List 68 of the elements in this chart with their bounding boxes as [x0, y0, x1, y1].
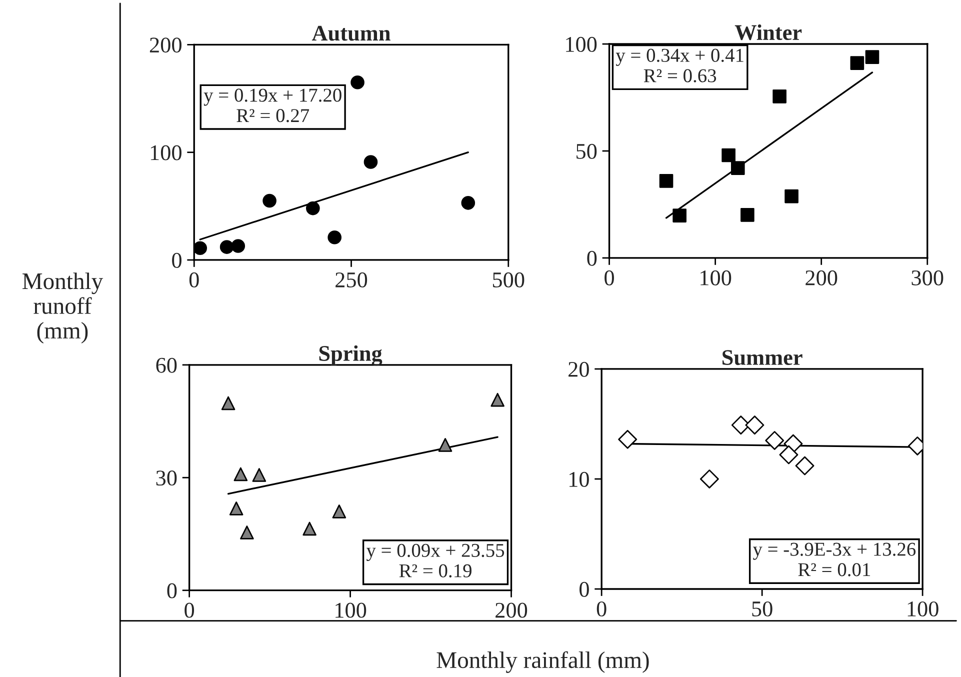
x-tick-label: 0 [604, 270, 614, 286]
point [220, 240, 234, 254]
point [784, 189, 798, 204]
point [252, 468, 266, 482]
point [231, 239, 246, 253]
annotation: y = 0.09x + 23.55 R² = 0.19 [366, 544, 504, 578]
point [659, 174, 674, 188]
chart-title: Spring [319, 345, 382, 366]
chart-title: Winter [734, 24, 802, 40]
y-tick-label: 0 [587, 250, 597, 266]
point [328, 230, 342, 244]
y-tick-label: 60 [156, 358, 177, 373]
point [730, 161, 745, 175]
x-tick-label: 0 [184, 602, 194, 618]
y-tick-label: 0 [167, 583, 177, 598]
point [350, 75, 364, 90]
annotation: y = 0.19x + 17.20 R² = 0.27 [204, 88, 342, 122]
x-tick-label: 100 [336, 602, 366, 618]
point [672, 208, 686, 222]
point [850, 56, 864, 70]
x-tick-label: 200 [806, 270, 838, 286]
point [745, 416, 764, 435]
x-tick-label: 100 [700, 270, 732, 286]
x-tick-label: 200 [496, 602, 528, 618]
y-tick-label: 100 [566, 36, 597, 52]
y-tick-label: 200 [150, 38, 182, 53]
annotation: y = -3.9E-3x + 13.26 R² = 0.01 [752, 542, 916, 576]
point [740, 208, 754, 222]
chart-title: Autumn [312, 26, 390, 41]
point [240, 526, 254, 540]
point [302, 522, 316, 536]
point [221, 396, 236, 410]
point [306, 201, 320, 216]
x-tick-label: 500 [492, 272, 524, 288]
y-tick-label: 0 [172, 252, 182, 268]
x-tick-label: 0 [189, 272, 199, 288]
x-tick-label: 50 [752, 601, 772, 616]
point [772, 90, 786, 104]
x-tick-label: 300 [912, 270, 944, 286]
point [194, 241, 207, 256]
chart-title: Summer [722, 350, 802, 366]
point [779, 445, 798, 464]
x-axis-title: Monthly rainfall (mm) [436, 651, 649, 673]
point [795, 456, 814, 476]
x-tick-label: 100 [908, 601, 938, 616]
x-tick-label: 250 [336, 272, 368, 288]
y-tick-label: 20 [568, 362, 589, 377]
y-tick-label: 0 [580, 582, 589, 597]
point [332, 504, 346, 518]
y-tick-label: 30 [156, 470, 177, 486]
point [234, 467, 248, 482]
point [765, 430, 784, 450]
point [364, 155, 378, 169]
y-tick-label: 10 [570, 472, 589, 487]
y-tick-label: 100 [150, 145, 182, 160]
point [262, 194, 276, 208]
y-axis-title: Monthly runoff (mm) [22, 272, 104, 344]
point [722, 148, 736, 162]
point [865, 50, 880, 64]
point [490, 392, 504, 407]
point [438, 438, 452, 452]
point [700, 470, 719, 488]
point [618, 430, 638, 449]
x-tick-label: 0 [596, 601, 606, 616]
point [461, 196, 476, 210]
annotation: y = 0.34x + 0.41 R² = 0.63 [616, 48, 744, 82]
point [229, 502, 244, 516]
y-tick-label: 50 [576, 144, 597, 159]
